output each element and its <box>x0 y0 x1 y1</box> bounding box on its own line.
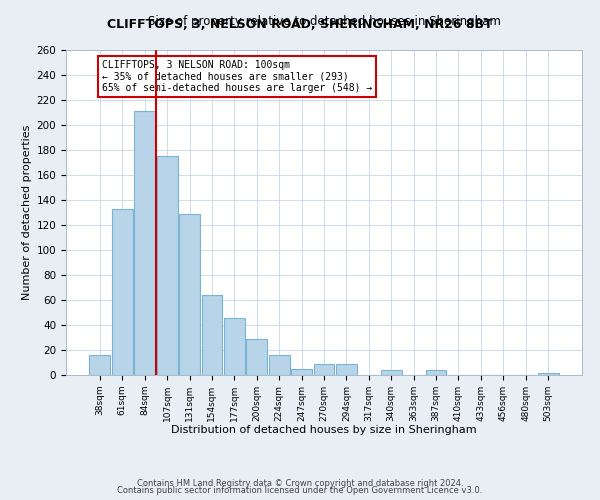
Bar <box>202 295 223 375</box>
Bar <box>336 364 357 375</box>
Bar <box>314 364 334 375</box>
Bar <box>179 214 200 375</box>
Text: Contains HM Land Registry data © Crown copyright and database right 2024.: Contains HM Land Registry data © Crown c… <box>137 478 463 488</box>
Bar <box>157 156 178 375</box>
Bar <box>381 370 401 375</box>
Text: CLIFFTOPS, 3, NELSON ROAD, SHERINGHAM, NR26 8BT: CLIFFTOPS, 3, NELSON ROAD, SHERINGHAM, N… <box>107 18 493 30</box>
Bar <box>134 112 155 375</box>
Y-axis label: Number of detached properties: Number of detached properties <box>22 125 32 300</box>
Bar <box>89 355 110 375</box>
Text: CLIFFTOPS, 3 NELSON ROAD: 100sqm
← 35% of detached houses are smaller (293)
65% : CLIFFTOPS, 3 NELSON ROAD: 100sqm ← 35% o… <box>102 60 373 93</box>
Title: Size of property relative to detached houses in Sheringham: Size of property relative to detached ho… <box>148 15 500 28</box>
Text: Contains public sector information licensed under the Open Government Licence v3: Contains public sector information licen… <box>118 486 482 495</box>
X-axis label: Distribution of detached houses by size in Sheringham: Distribution of detached houses by size … <box>171 426 477 436</box>
Bar <box>224 318 245 375</box>
Bar <box>291 369 312 375</box>
Bar <box>538 372 559 375</box>
Bar <box>425 370 446 375</box>
Bar <box>112 209 133 375</box>
Bar <box>269 355 290 375</box>
Bar <box>247 339 267 375</box>
